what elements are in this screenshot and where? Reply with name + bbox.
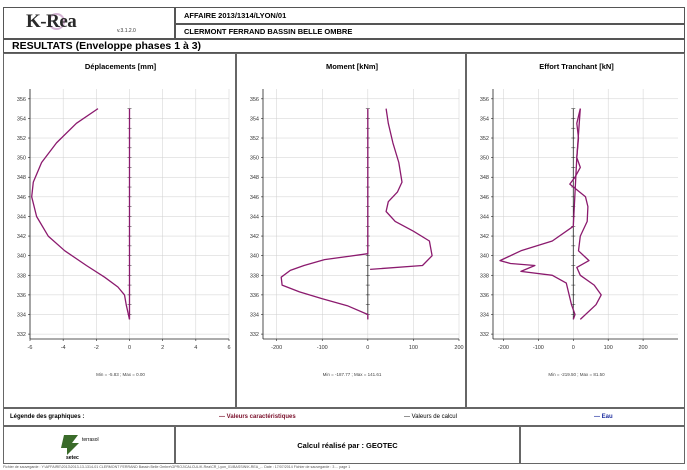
y-tick-label: 346 xyxy=(17,195,26,201)
x-tick-label: 0 xyxy=(128,345,131,351)
y-tick-label: 350 xyxy=(17,156,26,162)
x-tick-label: -6 xyxy=(28,345,33,351)
x-tick-label: -2 xyxy=(94,345,99,351)
x-tick-label: -100 xyxy=(317,345,328,351)
y-tick-label: 338 xyxy=(17,273,26,279)
project-label: CLERMONT FERRAND BASSIN BELLE OMBRE xyxy=(175,24,685,39)
moment-chart: Moment [kNm] 356 354 352 350 348 346 344 342 340 3… xyxy=(250,62,464,377)
y-tick-label: 352 xyxy=(17,136,26,142)
affaire-label: AFFAIRE 2013/1314/LYON/01 xyxy=(175,7,685,24)
y-tick-label: 342 xyxy=(17,234,26,240)
y-tick-label: 356 xyxy=(480,97,489,103)
y-tick-label: 354 xyxy=(250,116,259,122)
x-tick-label: 6 xyxy=(227,345,230,351)
chart-title: Moment [kNm] xyxy=(326,62,379,71)
legend-title: Légende des graphiques : xyxy=(10,414,85,420)
y-tick-label: 338 xyxy=(480,273,489,279)
envelope-series-0 xyxy=(31,108,131,320)
x-tick-label: 2 xyxy=(161,345,164,351)
x-tick-label: 200 xyxy=(454,345,463,351)
y-tick-label: 346 xyxy=(480,195,489,201)
y-tick-label: 348 xyxy=(250,175,259,181)
y-tick-label: 350 xyxy=(480,156,489,162)
y-tick-label: 340 xyxy=(480,254,489,260)
x-tick-label: -4 xyxy=(61,345,66,351)
x-tick-label: -100 xyxy=(533,345,544,351)
y-tick-label: 332 xyxy=(480,332,489,338)
app-name: K-Rea xyxy=(26,11,77,32)
group-name: setec xyxy=(66,455,79,461)
legend: Légende des graphiques : — Valeurs carac… xyxy=(3,408,685,426)
x-tick-label: -200 xyxy=(498,345,509,351)
y-tick-label: 334 xyxy=(480,312,489,318)
y-tick-label: 344 xyxy=(17,214,26,220)
y-tick-label: 356 xyxy=(250,97,259,103)
envelope-series-1 xyxy=(499,108,581,320)
x-tick-label: 100 xyxy=(409,345,418,351)
terrasol-emblem-icon xyxy=(61,435,79,455)
y-tick-label: 338 xyxy=(250,273,259,279)
y-tick-label: 336 xyxy=(17,293,26,299)
min-max-label: Min = -5.83 ; Max = 0.00 xyxy=(96,372,145,377)
y-tick-label: 336 xyxy=(480,293,489,299)
x-tick-label: 0 xyxy=(572,345,575,351)
y-tick-label: 340 xyxy=(250,254,259,260)
y-tick-label: 332 xyxy=(250,332,259,338)
chart-panel-moment: Moment [kNm] 356 354 352 350 348 346 344 342 340 3… xyxy=(236,53,466,408)
computed-by: Calcul réalisé par : GEOTEC xyxy=(175,426,520,464)
y-tick-label: 344 xyxy=(480,214,489,220)
y-tick-label: 348 xyxy=(17,175,26,181)
min-max-label: Min = -219.50 ; Max = 81.50 xyxy=(548,372,605,377)
terrasol-logo: terrasol setec xyxy=(3,426,175,464)
y-tick-label: 350 xyxy=(250,156,259,162)
y-tick-label: 334 xyxy=(17,312,26,318)
y-tick-label: 336 xyxy=(250,293,259,299)
y-tick-label: 356 xyxy=(17,97,26,103)
results-title: RESULTATS (Enveloppe phases 1 à 3) xyxy=(3,39,685,53)
y-tick-label: 352 xyxy=(480,136,489,142)
displacement-chart: Déplacements [mm] 356 354 352 350 348 346 344 34… xyxy=(17,62,231,377)
x-tick-label: 100 xyxy=(604,345,613,351)
x-tick-label: 200 xyxy=(639,345,648,351)
shear-chart: Effort Tranchant [kN] 356 354 352 350 348 346 3… xyxy=(480,62,678,377)
y-tick-label: 354 xyxy=(480,116,489,122)
y-tick-label: 332 xyxy=(17,332,26,338)
logo-ring-icon xyxy=(48,13,65,30)
y-tick-label: 342 xyxy=(480,234,489,240)
file-path: Fichier de sauvegarde : Y:\AFFAIRE\2013\… xyxy=(3,465,351,469)
legend-calc: — Valeurs de calcul xyxy=(404,414,457,420)
x-tick-label: -200 xyxy=(271,345,282,351)
y-tick-label: 354 xyxy=(17,116,26,122)
min-max-label: Min = -187.77 ; Max = 141.61 xyxy=(323,372,382,377)
y-tick-label: 342 xyxy=(250,234,259,240)
legend-envelope: — Valeurs caractéristiques xyxy=(219,414,296,420)
y-tick-label: 334 xyxy=(250,312,259,318)
chart-panel-shear: Effort Tranchant [kN] 356 354 352 350 348 346 3… xyxy=(466,53,685,408)
y-tick-label: 352 xyxy=(250,136,259,142)
k-rea-logo: K-Rea v.3.1.2.0 xyxy=(3,7,175,39)
y-tick-label: 348 xyxy=(480,175,489,181)
app-version: v.3.1.2.0 xyxy=(117,28,136,34)
y-tick-label: 340 xyxy=(17,254,26,260)
footer-empty-cell xyxy=(520,426,685,464)
company-name: terrasol xyxy=(82,437,99,443)
x-tick-label: 0 xyxy=(366,345,369,351)
y-tick-label: 344 xyxy=(250,214,259,220)
chart-panel-displacement: Déplacements [mm] 356 354 352 350 348 346 344 34… xyxy=(3,53,236,408)
chart-title: Déplacements [mm] xyxy=(85,62,157,71)
envelope-series-1 xyxy=(280,108,369,320)
envelope-series-0 xyxy=(370,108,433,271)
legend-water: — Eau xyxy=(594,414,613,420)
chart-title: Effort Tranchant [kN] xyxy=(539,62,614,71)
y-tick-label: 346 xyxy=(250,195,259,201)
x-tick-label: 4 xyxy=(194,345,197,351)
